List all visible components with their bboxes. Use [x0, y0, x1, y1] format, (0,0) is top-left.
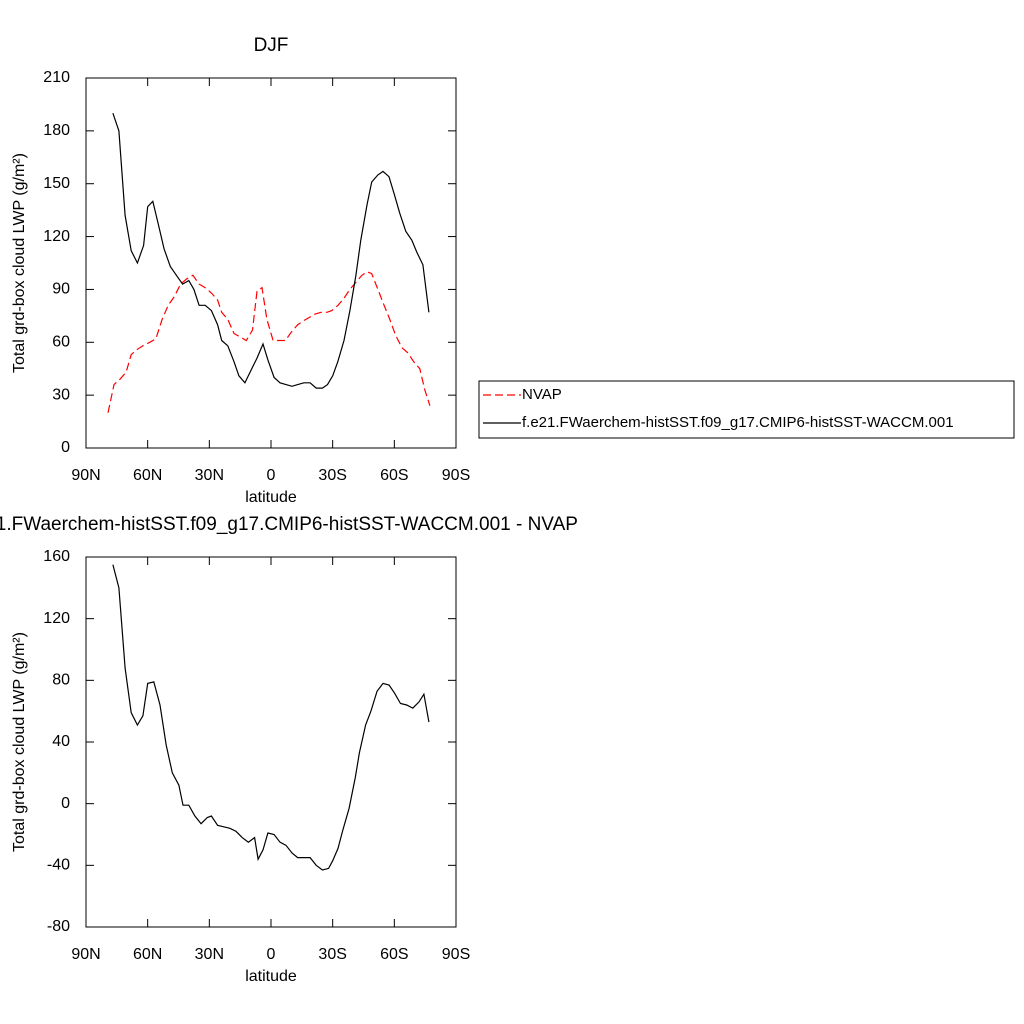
x-tick-label: 30S	[318, 946, 346, 963]
legend-label: NVAP	[522, 386, 562, 403]
legend-box	[478, 380, 1015, 439]
y-tick-label: 210	[43, 69, 70, 86]
x-tick-label: 30N	[195, 467, 224, 484]
y-tick-label: 180	[43, 122, 70, 139]
y-tick-label: 160	[43, 548, 70, 565]
data-line	[112, 564, 430, 871]
y-tick-label: 40	[52, 733, 70, 750]
y-tick-label: 0	[61, 795, 70, 812]
x-axis-label: latitude	[245, 968, 297, 985]
y-tick-label: -40	[47, 857, 70, 874]
x-tick-label: 30S	[318, 467, 346, 484]
y-tick-label: 120	[43, 228, 70, 245]
data-line	[112, 113, 430, 389]
x-tick-label: 90N	[71, 467, 100, 484]
x-tick-label: 60N	[133, 467, 162, 484]
chart-title: DJF	[254, 35, 289, 56]
x-tick-label: 0	[267, 467, 276, 484]
data-line	[107, 271, 431, 413]
y-tick-label: 80	[52, 672, 70, 689]
legend-label: f.e21.FWaerchem-histSST.f09_g17.CMIP6-hi…	[522, 414, 954, 431]
y-axis-label: Total grd-box cloud LWP (g/m²)	[11, 153, 28, 373]
plot-frame	[85, 77, 457, 449]
x-axis-label: latitude	[245, 489, 297, 506]
y-tick-label: -80	[47, 918, 70, 935]
y-tick-label: 30	[52, 386, 70, 403]
y-axis-label: Total grd-box cloud LWP (g/m²)	[11, 632, 28, 852]
x-tick-label: 90S	[442, 467, 470, 484]
y-tick-label: 90	[52, 281, 70, 298]
x-tick-label: 90N	[71, 946, 100, 963]
x-tick-label: 30N	[195, 946, 224, 963]
x-tick-label: 60S	[380, 467, 408, 484]
y-tick-label: 120	[43, 610, 70, 627]
y-tick-label: 150	[43, 175, 70, 192]
y-tick-label: 60	[52, 334, 70, 351]
y-tick-label: 0	[61, 439, 70, 456]
plot-frame	[85, 556, 457, 928]
x-tick-label: 0	[267, 946, 276, 963]
x-tick-label: 90S	[442, 946, 470, 963]
chart-title: f.e21.FWaerchem-histSST.f09_g17.CMIP6-hi…	[0, 514, 578, 535]
x-tick-label: 60S	[380, 946, 408, 963]
x-tick-label: 60N	[133, 946, 162, 963]
